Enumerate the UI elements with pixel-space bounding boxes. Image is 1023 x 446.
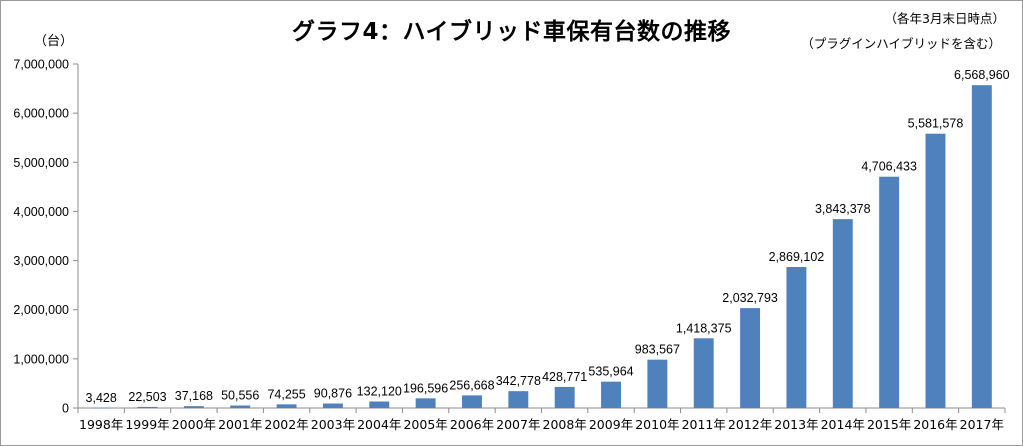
data-label: 342,778 <box>496 374 541 388</box>
data-label: 2,869,102 <box>769 250 825 264</box>
x-tick-label: 2012年 <box>728 417 772 432</box>
x-tick-label: 2006年 <box>450 417 494 432</box>
x-tick-label: 2015年 <box>867 417 911 432</box>
x-tick-label: 2014年 <box>821 417 865 432</box>
bar <box>925 133 946 408</box>
bar <box>554 386 575 408</box>
data-label: 6,568,960 <box>954 68 1010 82</box>
x-tick-label: 2005年 <box>403 417 447 432</box>
data-label: 22,503 <box>128 390 166 404</box>
bar <box>137 406 158 408</box>
bar <box>879 176 900 408</box>
bar <box>230 405 251 408</box>
data-label: 5,581,578 <box>908 117 964 131</box>
date-note: （各年3月末日時点） <box>884 11 1005 26</box>
data-label: 428,771 <box>542 370 587 384</box>
x-tick-label: 2017年 <box>960 417 1004 432</box>
x-tick-label: 2009年 <box>589 417 633 432</box>
data-label: 2,032,793 <box>722 291 778 305</box>
bar <box>601 381 621 408</box>
x-tick-label: 2013年 <box>774 417 818 432</box>
x-tick-label: 2000年 <box>172 417 216 432</box>
data-label: 535,964 <box>588 365 633 379</box>
bar <box>508 391 529 408</box>
data-label: 50,556 <box>221 389 259 403</box>
data-label: 90,876 <box>314 387 352 401</box>
x-tick-label: 1999年 <box>125 417 169 432</box>
y-tick-label: 4,000,000 <box>13 205 69 219</box>
bar <box>276 404 297 408</box>
y-tick-label: 3,000,000 <box>13 254 69 268</box>
chart-title: グラフ4：ハイブリッド車保有台数の推移 <box>291 19 732 45</box>
bar <box>322 403 343 408</box>
x-tick-label: 2008年 <box>543 417 587 432</box>
data-label: 3,428 <box>86 391 117 405</box>
bar <box>91 407 112 409</box>
x-tick-label: 2001年 <box>218 417 262 432</box>
bar <box>183 406 204 408</box>
bar <box>369 401 390 408</box>
data-label: 3,843,378 <box>815 202 871 216</box>
data-label: 196,596 <box>403 381 448 395</box>
y-tick-label: 2,000,000 <box>13 303 69 317</box>
x-tick-label: 2016年 <box>913 417 957 432</box>
data-label: 256,668 <box>449 378 494 392</box>
bar <box>971 85 992 408</box>
data-label: 37,168 <box>175 389 213 403</box>
x-tick-label: 2002年 <box>264 417 308 432</box>
scope-note: （プラグインハイブリッドを含む） <box>801 36 1001 51</box>
x-tick-label: 2004年 <box>357 417 401 432</box>
bar <box>647 359 668 408</box>
bar <box>786 267 807 408</box>
data-label: 1,418,375 <box>676 321 732 335</box>
y-tick-label: 5,000,000 <box>13 156 69 170</box>
x-tick-label: 2011年 <box>682 417 726 432</box>
bar <box>462 395 482 408</box>
data-label: 983,567 <box>635 343 680 357</box>
x-tick-label: 2007年 <box>496 417 540 432</box>
data-label: 132,120 <box>357 385 402 399</box>
data-label: 4,706,433 <box>861 160 917 174</box>
y-tick-label: 7,000,000 <box>13 58 69 72</box>
bar <box>832 219 853 408</box>
data-label: 74,255 <box>267 387 305 401</box>
y-tick-label: 6,000,000 <box>13 107 69 121</box>
bar <box>740 308 761 408</box>
y-tick-label: 1,000,000 <box>13 352 69 366</box>
y-tick-label: 0 <box>62 402 69 416</box>
y-axis-unit-label: （台） <box>34 34 74 49</box>
x-tick-label: 2010年 <box>635 417 679 432</box>
x-tick-label: 1998年 <box>79 417 123 432</box>
bar <box>693 338 714 408</box>
bar <box>415 398 436 408</box>
x-tick-label: 2003年 <box>311 417 355 432</box>
